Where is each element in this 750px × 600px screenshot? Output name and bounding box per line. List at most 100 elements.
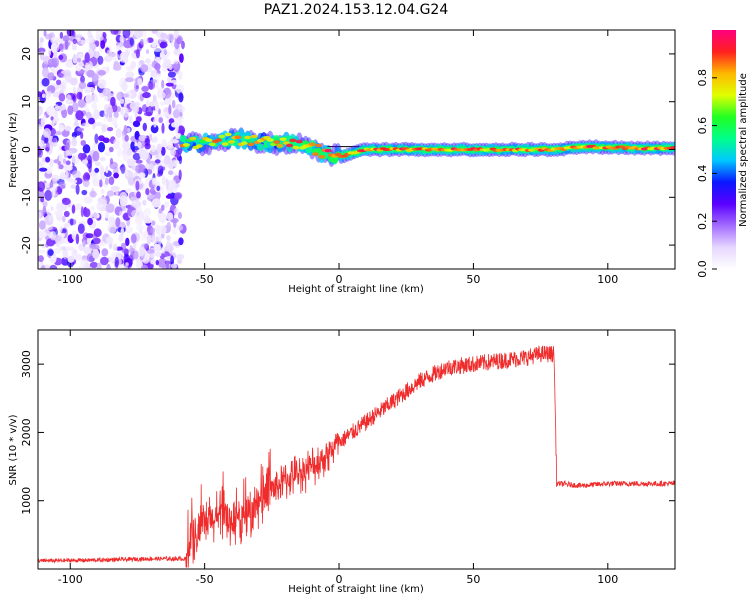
noise-blob bbox=[81, 159, 89, 165]
noise-blob bbox=[167, 76, 171, 83]
noise-blob bbox=[64, 40, 69, 50]
ridge-segment bbox=[247, 142, 255, 147]
noise-blob bbox=[50, 42, 58, 53]
noise-blob bbox=[157, 165, 164, 175]
noise-blob bbox=[95, 35, 104, 42]
noise-blob bbox=[85, 111, 92, 119]
noise-blob bbox=[157, 235, 162, 246]
ridge-segment bbox=[286, 143, 294, 148]
noise-blob bbox=[40, 197, 45, 203]
noise-blob bbox=[49, 230, 57, 241]
x-tick-label: 100 bbox=[597, 573, 618, 586]
noise-blob bbox=[50, 206, 54, 211]
noise-blob bbox=[178, 92, 184, 103]
ridge-segment bbox=[292, 145, 300, 150]
ridge-segment bbox=[276, 144, 284, 148]
noise-blob bbox=[78, 81, 87, 90]
noise-blob bbox=[74, 249, 78, 255]
noise-blob bbox=[119, 98, 125, 104]
noise-blob bbox=[157, 108, 161, 115]
noise-blob bbox=[38, 230, 47, 239]
y-tick-label: 1000 bbox=[20, 487, 33, 515]
noise-blob bbox=[87, 154, 92, 165]
noise-blob bbox=[141, 264, 149, 269]
noise-blob bbox=[102, 137, 110, 144]
x-tick-label: -50 bbox=[196, 273, 214, 286]
noise-blob bbox=[161, 146, 166, 156]
noise-blob bbox=[45, 235, 50, 240]
noise-blob bbox=[125, 262, 129, 267]
noise-blob bbox=[44, 182, 50, 188]
noise-blob bbox=[140, 149, 149, 161]
noise-blob bbox=[47, 90, 52, 97]
noise-blob bbox=[115, 44, 121, 52]
noise-blob bbox=[78, 264, 88, 269]
noise-blob bbox=[105, 68, 110, 74]
noise-blob bbox=[38, 212, 42, 218]
colorbar-ticks: 0.0 0.2 0.4 0.6 0.8 bbox=[696, 69, 717, 278]
noise-blob bbox=[144, 143, 151, 150]
noise-blob bbox=[155, 259, 159, 266]
noise-blob bbox=[94, 161, 102, 166]
noise-blob bbox=[104, 55, 113, 62]
colorbar-tick-label: 0.0 bbox=[696, 260, 709, 278]
noise-blob bbox=[178, 211, 182, 220]
noise-blob bbox=[61, 197, 71, 205]
y-tick-label: 2000 bbox=[20, 418, 33, 446]
noise-blob bbox=[101, 248, 109, 257]
noise-blob bbox=[41, 93, 46, 99]
spectrogram-noise-region bbox=[38, 30, 187, 269]
ridge-segment bbox=[318, 155, 326, 159]
noise-blob bbox=[177, 258, 183, 264]
noise-blob bbox=[89, 190, 97, 198]
noise-blob bbox=[98, 199, 108, 205]
noise-blob bbox=[168, 104, 172, 115]
noise-blob bbox=[92, 248, 100, 259]
noise-blob bbox=[106, 106, 114, 115]
noise-blob bbox=[38, 255, 44, 262]
noise-blob bbox=[96, 262, 102, 269]
noise-blob bbox=[142, 92, 151, 99]
noise-blob bbox=[100, 256, 109, 266]
noise-blob bbox=[171, 99, 176, 109]
noise-blob bbox=[151, 30, 158, 34]
noise-blob bbox=[165, 241, 170, 250]
noise-blob bbox=[172, 63, 179, 70]
noise-blob bbox=[42, 67, 49, 78]
noise-blob bbox=[166, 212, 174, 221]
noise-blob bbox=[83, 246, 91, 255]
noise-blob bbox=[122, 107, 129, 118]
noise-blob bbox=[170, 255, 175, 267]
noise-blob bbox=[133, 30, 143, 39]
noise-blob bbox=[65, 60, 74, 68]
noise-blob bbox=[62, 35, 70, 42]
noise-blob bbox=[86, 253, 94, 263]
spectrogram-y-ticks: -20 -10 0 10 20 bbox=[20, 47, 675, 254]
noise-blob bbox=[55, 104, 59, 111]
noise-blob bbox=[125, 188, 132, 194]
noise-blob bbox=[143, 111, 153, 117]
noise-blob bbox=[38, 167, 48, 172]
noise-blob bbox=[132, 120, 141, 128]
noise-blob bbox=[71, 43, 78, 51]
noise-blob bbox=[138, 134, 147, 142]
noise-blob bbox=[60, 246, 67, 251]
ridge-segment bbox=[273, 135, 281, 143]
noise-blob bbox=[38, 261, 41, 268]
noise-blob bbox=[165, 260, 170, 269]
noise-blob bbox=[137, 141, 142, 149]
ridge-segment bbox=[315, 143, 323, 148]
noise-blob bbox=[158, 151, 162, 162]
noise-blob bbox=[140, 38, 144, 45]
noise-blob bbox=[152, 177, 156, 186]
noise-blob bbox=[150, 79, 158, 84]
noise-blob bbox=[170, 139, 179, 144]
noise-blob bbox=[85, 233, 94, 239]
noise-blob bbox=[113, 111, 119, 119]
noise-blob bbox=[150, 259, 156, 265]
noise-blob bbox=[70, 179, 78, 184]
noise-blob bbox=[105, 203, 115, 214]
noise-blob bbox=[39, 37, 44, 43]
x-tick-label: 0 bbox=[336, 273, 343, 286]
ridge-segment bbox=[189, 136, 197, 141]
